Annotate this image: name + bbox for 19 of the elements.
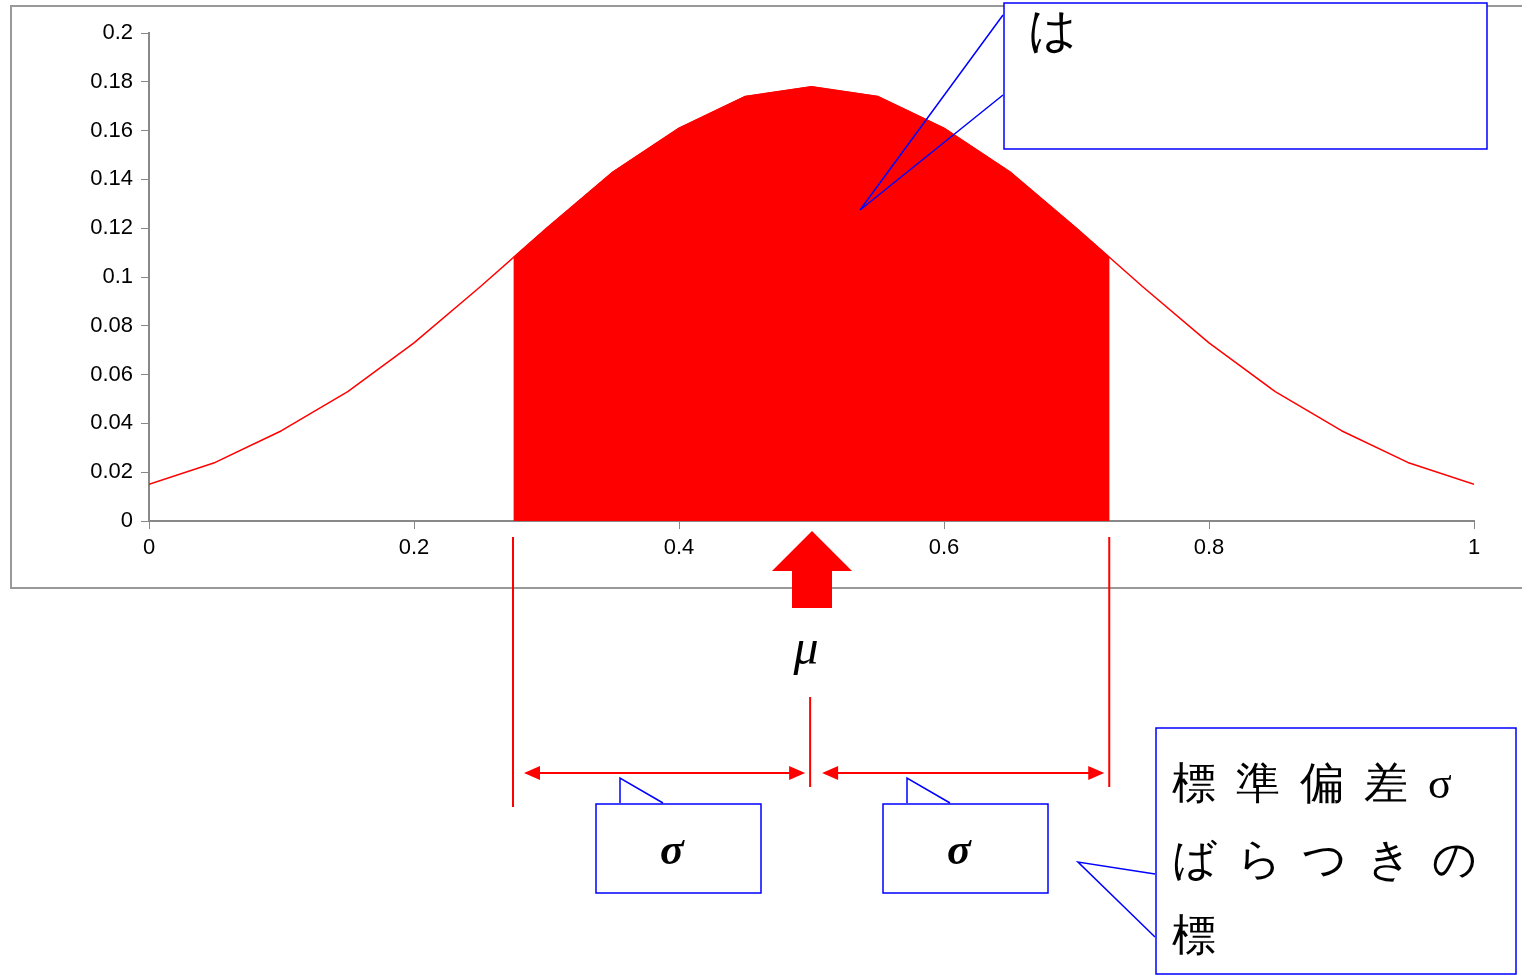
y-tick-label: 0.08 (90, 311, 133, 337)
y-tick-label: 0.12 (90, 214, 133, 240)
y-tick-label: 0.18 (90, 67, 133, 93)
y-tick-label: 0.16 (90, 116, 133, 142)
text: 標準偏差σばらつきの標 (1172, 758, 1498, 962)
x-tick-label: 0.2 (398, 534, 430, 560)
y-tick-label: 0.14 (90, 165, 133, 191)
y-tick-label: 0.2 (102, 19, 133, 45)
x-tick-label: 1 (1467, 534, 1481, 560)
text: σ (660, 825, 684, 874)
annotation: は (1028, 3, 1077, 56)
y-tick-label: 0.04 (90, 409, 133, 435)
x-tick-label: 0 (142, 534, 156, 560)
text: σ (947, 825, 971, 874)
y-tick-label: 0.06 (90, 360, 133, 386)
y-tick-label: 0 (120, 507, 133, 533)
y-tick-label: 0.1 (102, 263, 133, 289)
y-tick-label: 0.02 (90, 458, 133, 484)
x-tick-label: 0.8 (1193, 534, 1225, 560)
